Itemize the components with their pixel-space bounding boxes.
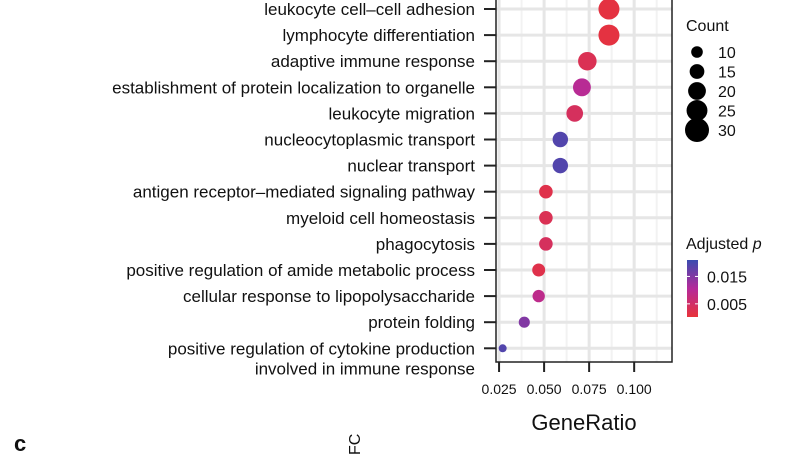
adjusted-p-legend-label: 0.005: [707, 297, 747, 314]
data-point: [552, 157, 569, 174]
data-point: [498, 344, 507, 353]
count-legend-label: 15: [718, 65, 736, 82]
data-point: [552, 131, 569, 148]
count-legend-key: [689, 64, 705, 79]
data-point: [598, 0, 620, 20]
count-legend-key: [691, 46, 703, 58]
count-legend: Count 10 15 20 25 30: [685, 18, 736, 142]
y-tick-label: adaptive immune response: [271, 52, 475, 71]
adjusted-p-colorbar: [687, 260, 698, 317]
count-legend-label: 20: [718, 84, 736, 101]
dots: [498, 0, 620, 353]
count-legend-label: 30: [718, 123, 736, 140]
adjusted-p-legend-title: Adjusted p: [686, 236, 762, 253]
data-point: [532, 289, 545, 303]
count-legend-key: [688, 82, 706, 100]
y-tick-label: leukocyte migration: [329, 104, 475, 123]
x-tick-label: 0.100: [617, 381, 652, 397]
x-tick-label: 0.025: [482, 381, 517, 397]
count-legend-title: Count: [686, 18, 729, 35]
count-legend-key: [685, 118, 709, 142]
x-tick-label: 0.075: [572, 381, 607, 397]
data-point: [598, 24, 620, 46]
y-tick-label: protein folding: [368, 313, 475, 332]
y-tick-label: antigen receptor–mediated signaling path…: [133, 183, 476, 202]
data-point: [539, 184, 553, 199]
y-tick-label: lymphocyte differentiation: [283, 26, 475, 45]
panel-label: c: [14, 431, 26, 455]
y-tick-label: positive regulation of amide metabolic p…: [126, 261, 475, 280]
x-tick-label: 0.050: [527, 381, 562, 397]
y-tick-label: myeloid cell homeostasis: [286, 209, 475, 228]
count-legend-key: [686, 100, 708, 121]
x-axis: 0.025 0.050 0.075 0.100: [482, 362, 652, 397]
y-tick-label: involved in immune response: [255, 359, 475, 378]
data-point: [572, 78, 591, 97]
count-legend-label: 10: [718, 45, 736, 62]
y-axis-labels: leukocyte cell–cell adhesion lymphocyte d…: [112, 0, 496, 378]
data-point: [539, 211, 553, 225]
data-point: [578, 51, 597, 71]
y-tick-label: cellular response to lipopolysaccharide: [183, 287, 475, 306]
data-point: [532, 263, 546, 277]
data-point: [518, 316, 530, 328]
adjusted-p-legend-label: 0.015: [707, 269, 747, 286]
x-axis-title: GeneRatio: [531, 410, 636, 435]
y-tick-label: phagocytosis: [376, 235, 475, 254]
y-tick-label: nuclear transport: [347, 157, 475, 176]
next-panel-axis-fragment: FC: [347, 434, 364, 455]
y-tick-label: leukocyte cell–cell adhesion: [264, 0, 475, 19]
adjusted-p-legend: Adjusted p 0.015 0.005: [686, 236, 762, 317]
y-tick-label: nucleocytoplasmic transport: [264, 131, 475, 150]
data-point: [566, 105, 584, 122]
panel-border: [495, 0, 673, 363]
y-tick-label: positive regulation of cytokine producti…: [168, 339, 475, 358]
y-tick-label: establishment of protein localization to…: [112, 78, 475, 97]
count-legend-label: 25: [718, 104, 736, 121]
data-point: [539, 237, 553, 251]
